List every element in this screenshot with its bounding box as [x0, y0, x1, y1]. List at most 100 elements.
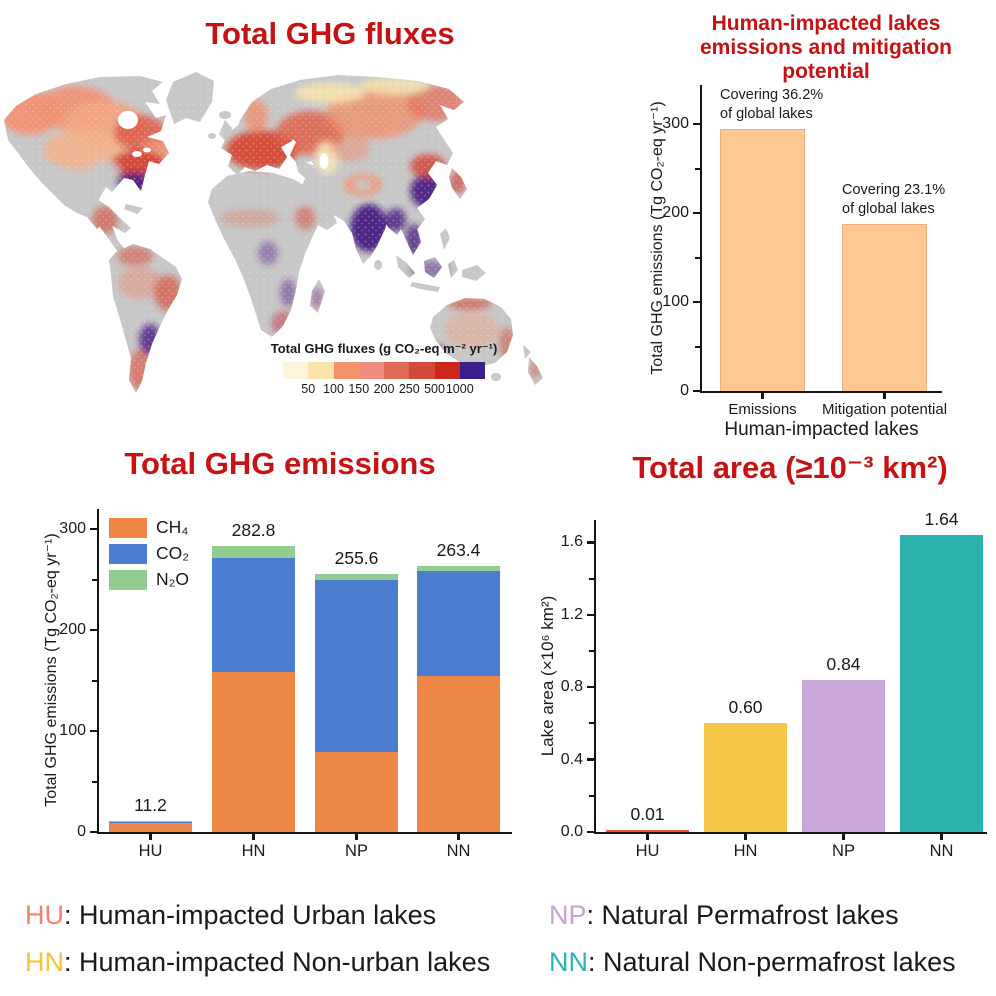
- y-tick-minor: [92, 679, 97, 682]
- segment-N₂O-HU: [109, 820, 192, 822]
- y-tick-major: [586, 541, 594, 544]
- y-tick-major: [692, 211, 700, 215]
- legend-swatch-N₂O: [109, 569, 147, 590]
- colorbar-segments: [283, 362, 485, 379]
- legend-row-N₂O: N₂O: [109, 569, 189, 590]
- human-impacted-y-axis-label: Total GHG emissions (Tg CO₂-eq yr⁻¹): [649, 101, 666, 375]
- footer-label-NP: : Natural Permafrost lakes: [586, 900, 899, 930]
- y-tick-major: [692, 122, 700, 126]
- bar-HN: [704, 723, 787, 832]
- y-tick-major: [89, 830, 97, 834]
- segment-CO₂-HN: [212, 558, 295, 673]
- footer-label-HN: : Human-impacted Non-urban lakes: [64, 947, 491, 977]
- area-y-axis-label: Lake area (×10⁶ km²): [538, 595, 557, 757]
- y-tick-major: [586, 758, 594, 761]
- y-tick-major: [89, 729, 97, 733]
- y-tick-major: [692, 300, 700, 304]
- bar-emissions: [720, 129, 805, 391]
- bar-annotation: Covering 36.2% of global lakes: [720, 87, 824, 123]
- emissions-y-axis-label: Total GHG emissions (Tg CO₂-eq yr⁻¹): [43, 533, 60, 807]
- colorbar-tick-label: 100: [323, 382, 344, 396]
- inland-waters: [118, 111, 329, 169]
- human-impacted-title-line1: Human-impacted lakes: [711, 12, 941, 35]
- segment-N₂O-HN: [212, 546, 295, 559]
- landmass: [4, 72, 543, 393]
- y-tick-label: 100: [662, 293, 689, 310]
- x-tick: [252, 832, 255, 840]
- legend-label-N₂O: N₂O: [156, 569, 190, 589]
- segment-CO₂-NN: [417, 571, 500, 677]
- x-tick-label: Mitigation potential: [821, 401, 948, 418]
- y-tick-label: 300: [662, 115, 689, 132]
- colorbar-tick-label: 500: [424, 382, 445, 396]
- legend-label-CO₂: CO₂: [156, 543, 190, 563]
- colorbar-segment-5: [384, 362, 410, 379]
- footer-abbr-NN: NN: [549, 947, 588, 977]
- colorbar-segment-7: [434, 362, 460, 379]
- plot-emissions: 11.2 HU 282.8 HN 255.6 NP 263.4 NN 0 100 200 300 CH₄…: [59, 509, 512, 860]
- x-tick-label: HU: [138, 842, 163, 860]
- plot-human-impacted: Covering 36.2% of global lakes Emissions C…: [662, 85, 947, 418]
- y-tick-minor: [695, 256, 700, 259]
- x-tick: [842, 832, 845, 840]
- footer-legend-HU: HU: Human-impacted Urban lakes: [25, 899, 436, 932]
- colorbar-tick-label: 250: [398, 382, 420, 396]
- y-tick-minor: [92, 578, 97, 581]
- bar-mitigation-potential: [842, 223, 927, 391]
- y-tick-minor: [589, 794, 594, 797]
- y-tick-label: 0.8: [560, 678, 583, 696]
- bar-NP: [802, 679, 885, 832]
- y-tick-label: 0.0: [560, 823, 583, 840]
- segment-CH₄-HN: [212, 672, 295, 832]
- x-tick-label: NP: [345, 842, 368, 860]
- value-label-HN: 0.60: [728, 697, 763, 718]
- y-tick-label: 0: [680, 382, 689, 399]
- x-tick: [940, 832, 943, 840]
- value-label-HU: 0.01: [630, 804, 665, 825]
- y-tick-minor: [589, 650, 594, 652]
- plot-area: 0.01 HU 0.60 HN 0.84 NP 1.64 NN 0.0 0.4 0.8 1.2 1.6: [561, 509, 987, 860]
- y-tick-label: 200: [662, 204, 689, 221]
- y-tick-label: 1.6: [560, 533, 583, 551]
- y-tick-minor: [695, 167, 700, 170]
- y-tick-minor: [695, 345, 700, 348]
- x-tick: [355, 832, 358, 840]
- human-impacted-title-line2: emissions and mitigation potential: [699, 36, 953, 83]
- y-tick-major: [586, 613, 594, 617]
- x-tick: [744, 832, 747, 840]
- colorbar-segment-6: [409, 362, 435, 379]
- footer-label-HU: : Human-impacted Urban lakes: [64, 900, 437, 930]
- map-title: Total GHG fluxes: [205, 16, 455, 51]
- footer-abbr-HN: HN: [25, 947, 64, 977]
- y-tick-minor: [589, 722, 594, 725]
- legend-row-CH₄: CH₄: [109, 517, 188, 538]
- y-tick-major: [692, 389, 700, 393]
- segment-CH₄-NP: [315, 752, 398, 832]
- colorbar-segment-1: [283, 362, 309, 379]
- colorbar-segment-8: [459, 362, 485, 379]
- x-tick-label: NN: [446, 842, 471, 860]
- total-label-HU: 11.2: [134, 794, 167, 815]
- area-title: Total area (≥10⁻³ km²): [632, 450, 948, 485]
- y-tick-major: [586, 830, 594, 834]
- x-tick: [149, 832, 152, 840]
- x-tick-label: Emissions: [728, 401, 797, 418]
- y-tick-label: 300: [59, 520, 86, 537]
- x-tick: [457, 832, 460, 840]
- segment-CO₂-NP: [315, 579, 398, 753]
- y-tick-minor: [92, 780, 97, 783]
- legend-swatch-CO₂: [109, 543, 147, 564]
- total-label-NP: 255.6: [334, 547, 379, 568]
- colorbar-ticklabels: 50 100 150 200 250 500 1000: [283, 382, 485, 398]
- colorbar-tick-label: 200: [373, 382, 395, 396]
- y-tick-label: 0.4: [560, 750, 583, 768]
- footer-legend-NP: NP: Natural Permafrost lakes: [549, 899, 899, 932]
- colorbar-tick-label: 150: [348, 382, 370, 396]
- segment-CH₄-HU: [109, 822, 192, 832]
- colorbar-tick-label: 1000: [445, 382, 474, 396]
- x-tick-label: HU: [635, 842, 660, 860]
- x-tick: [761, 391, 764, 399]
- y-tick-label: 1.2: [560, 605, 583, 623]
- y-tick-major: [586, 685, 594, 689]
